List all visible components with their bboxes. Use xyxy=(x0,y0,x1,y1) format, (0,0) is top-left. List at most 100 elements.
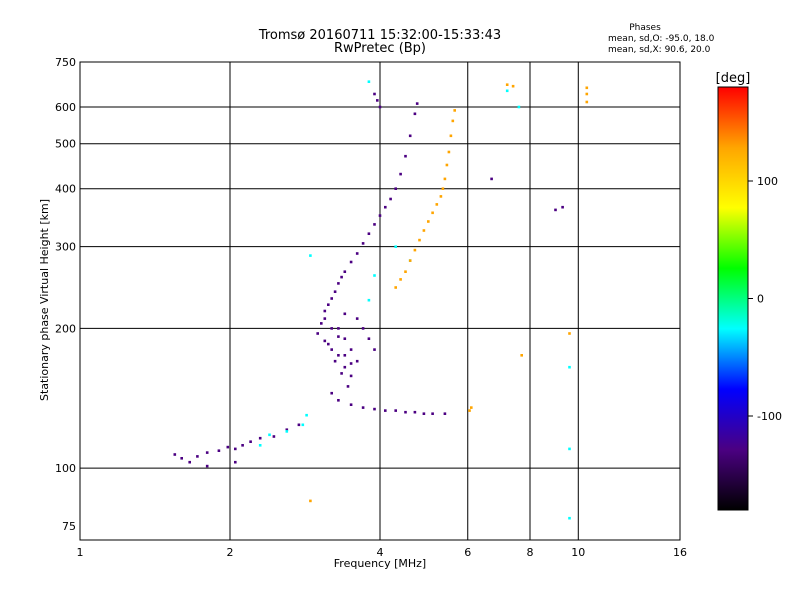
data-point xyxy=(343,337,347,340)
data-point xyxy=(349,260,353,264)
data-point xyxy=(568,516,571,520)
data-point xyxy=(309,499,312,503)
data-point xyxy=(268,433,271,437)
data-point xyxy=(408,134,412,138)
data-point xyxy=(404,270,407,273)
x-tick-label: 6 xyxy=(464,546,471,559)
x-tick-label: 10 xyxy=(571,546,585,559)
data-point xyxy=(249,440,252,443)
data-point xyxy=(505,89,509,93)
data-point xyxy=(447,150,451,154)
data-point xyxy=(343,312,347,316)
data-point xyxy=(394,409,397,412)
data-point xyxy=(394,187,397,190)
data-points xyxy=(173,80,589,520)
colorbar-ticks: 100 0 -100 xyxy=(748,175,782,423)
data-point xyxy=(585,100,589,104)
data-point xyxy=(445,163,449,167)
data-point xyxy=(316,332,319,335)
colorbar-label: [deg] xyxy=(716,71,751,86)
data-point xyxy=(337,399,340,402)
data-point xyxy=(355,317,359,320)
x-tick-label: 1 xyxy=(77,546,84,559)
data-point xyxy=(343,270,347,273)
chart-title: Tromsø 20160711 15:32:00-15:33:43 xyxy=(258,28,501,43)
data-point xyxy=(415,102,419,105)
data-point xyxy=(180,457,183,460)
data-point xyxy=(568,447,571,451)
data-point xyxy=(490,177,493,181)
x-tick-label: 16 xyxy=(673,546,687,559)
data-point xyxy=(561,205,564,209)
data-point xyxy=(346,385,350,388)
data-point xyxy=(301,423,305,427)
data-point xyxy=(333,290,337,293)
data-point xyxy=(517,105,521,109)
data-point xyxy=(188,460,191,464)
data-point xyxy=(389,197,392,201)
data-point xyxy=(585,86,589,90)
data-point xyxy=(418,238,421,242)
data-point xyxy=(373,223,376,226)
data-point xyxy=(373,407,376,411)
data-point xyxy=(505,83,509,86)
y-tick-label: 600 xyxy=(55,101,76,114)
data-point xyxy=(435,203,439,206)
data-point xyxy=(205,464,209,468)
data-point xyxy=(333,359,337,363)
data-point xyxy=(355,252,359,255)
x-axis-label: Frequency [MHz] xyxy=(334,557,426,570)
data-point xyxy=(323,309,327,313)
data-point xyxy=(173,453,177,456)
data-point xyxy=(343,365,347,369)
data-point xyxy=(323,339,327,343)
data-point xyxy=(196,455,199,458)
data-point xyxy=(451,119,455,123)
data-point xyxy=(384,205,387,209)
data-point xyxy=(431,211,434,215)
data-point xyxy=(361,406,365,409)
data-point xyxy=(413,410,417,414)
data-point xyxy=(258,444,262,447)
data-point xyxy=(399,172,402,176)
data-point xyxy=(349,374,353,378)
data-point xyxy=(399,278,402,281)
data-point xyxy=(241,444,244,447)
data-point xyxy=(367,232,371,235)
data-point xyxy=(554,208,557,212)
data-point xyxy=(413,112,417,116)
y-tick-label: 300 xyxy=(55,241,76,254)
data-point xyxy=(337,354,340,357)
data-point xyxy=(309,254,312,257)
data-point xyxy=(439,195,443,198)
data-point xyxy=(234,460,237,464)
data-point xyxy=(340,275,343,279)
data-point xyxy=(361,327,365,330)
data-point xyxy=(422,412,426,415)
data-point xyxy=(376,99,379,102)
data-point xyxy=(449,134,453,138)
data-point xyxy=(226,445,230,449)
data-point xyxy=(337,282,340,285)
y-tick-label: 200 xyxy=(55,322,76,335)
data-point xyxy=(258,436,262,440)
data-point xyxy=(330,391,333,395)
data-point xyxy=(355,359,359,363)
data-point xyxy=(443,177,447,181)
data-point xyxy=(373,274,376,277)
data-point xyxy=(520,354,523,357)
data-point xyxy=(453,109,456,112)
y-tick-label: 75 xyxy=(62,520,76,533)
data-point xyxy=(468,409,471,412)
data-point xyxy=(297,423,301,427)
y-tick-label: 400 xyxy=(55,183,76,196)
data-point xyxy=(217,449,221,452)
data-point xyxy=(404,154,407,158)
grid xyxy=(80,62,680,540)
data-point xyxy=(408,259,412,262)
y-tick-label: 100 xyxy=(55,462,76,475)
y-axis-label: Stationary phase Virtual Height [km] xyxy=(38,199,51,401)
data-point xyxy=(205,451,209,454)
colorbar-tick-label: 0 xyxy=(757,293,764,306)
x-tick-label: 4 xyxy=(377,546,384,559)
